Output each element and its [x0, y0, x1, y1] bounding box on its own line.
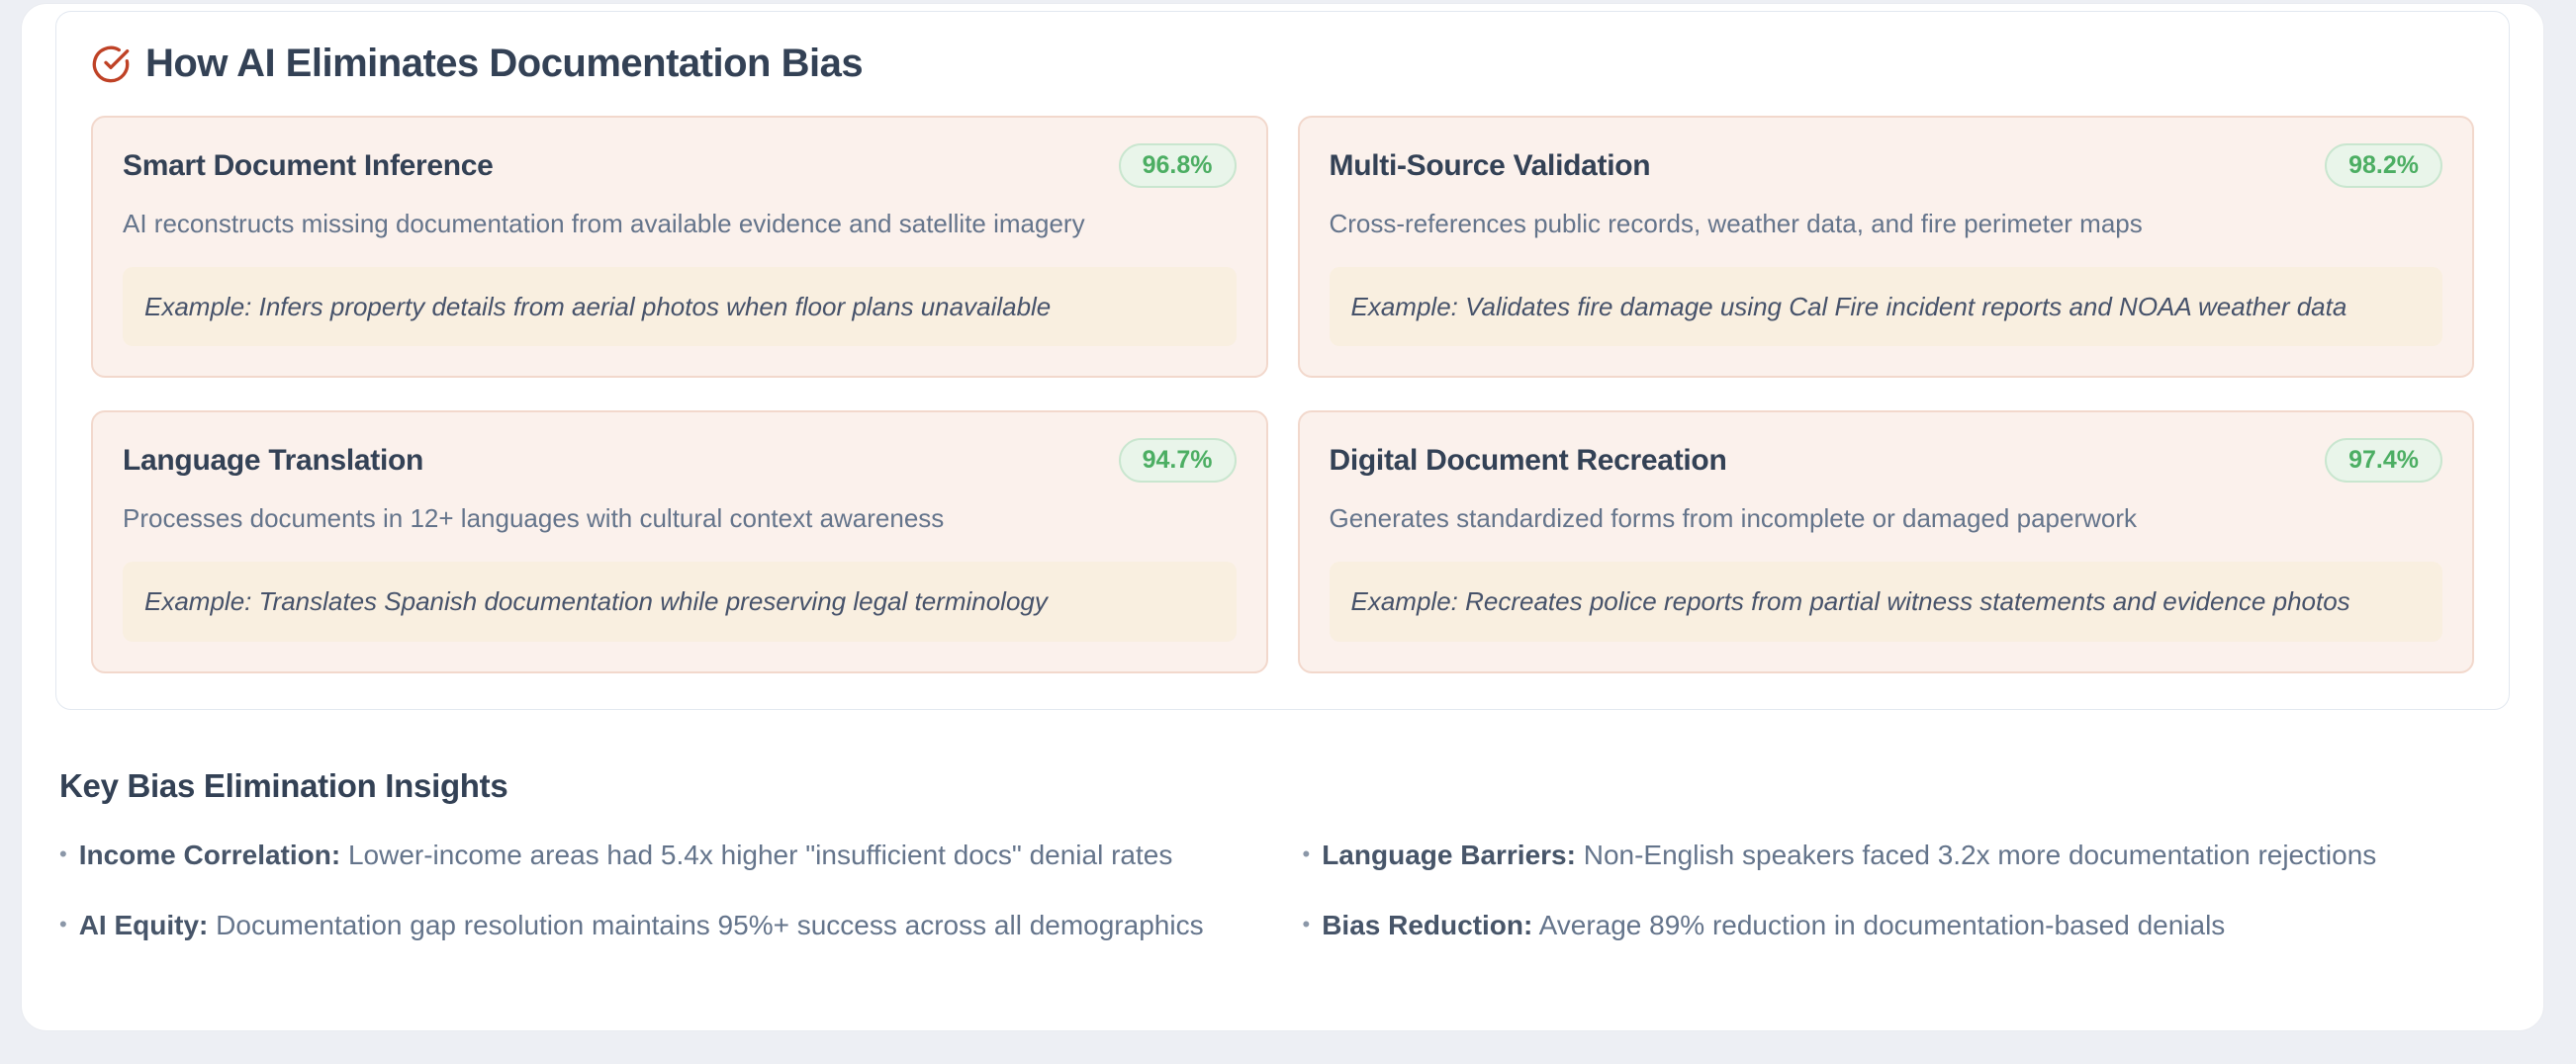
- capability-card-language-translation: Language Translation 94.7% Processes doc…: [91, 410, 1268, 673]
- section-title: How AI Eliminates Documentation Bias: [145, 42, 864, 85]
- card-example: Example: Translates Spanish documentatio…: [123, 562, 1237, 642]
- bullet-icon: •: [59, 841, 67, 866]
- card-example: Example: Infers property details from ae…: [123, 266, 1237, 347]
- capability-card-multi-source-validation: Multi-Source Validation 98.2% Cross-refe…: [1297, 116, 2474, 379]
- card-description: AI reconstructs missing documentation fr…: [123, 209, 1085, 238]
- documentation-bias-section: How AI Eliminates Documentation Bias Sma…: [55, 11, 2510, 710]
- card-example: Example: Recreates police reports from p…: [1329, 562, 2442, 642]
- capability-card-smart-document-inference: Smart Document Inference 96.8% AI recons…: [91, 116, 1268, 379]
- insight-ai-equity: • AI Equity: Documentation gap resolutio…: [59, 907, 1263, 944]
- insight-text: Average 89% reduction in documentation-b…: [1538, 910, 2226, 941]
- insight-bias-reduction: • Bias Reduction: Average 89% reduction …: [1303, 907, 2507, 944]
- content-panel: How AI Eliminates Documentation Bias Sma…: [21, 3, 2544, 1031]
- insight-label: Income Correlation:: [78, 839, 341, 870]
- insight-language-barriers: • Language Barriers: Non-English speaker…: [1303, 837, 2507, 874]
- card-header: Smart Document Inference 96.8%: [123, 143, 1237, 188]
- card-header: Multi-Source Validation 98.2%: [1329, 143, 2442, 188]
- insight-content: Language Barriers: Non-English speakers …: [1322, 837, 2376, 874]
- insights-title: Key Bias Elimination Insights: [59, 766, 508, 804]
- card-description: Processes documents in 12+ languages wit…: [123, 503, 945, 534]
- insight-text: Non-English speakers faced 3.2x more doc…: [1583, 839, 2377, 870]
- bullet-icon: •: [1302, 841, 1311, 866]
- bullet-icon: •: [1302, 912, 1311, 937]
- insight-text: Documentation gap resolution maintains 9…: [216, 910, 1204, 941]
- insight-label: AI Equity:: [78, 910, 209, 941]
- insight-label: Bias Reduction:: [1322, 910, 1533, 941]
- insights-grid: • Income Correlation: Lower-income areas…: [59, 837, 2506, 945]
- card-description: Generates standardized forms from incomp…: [1329, 503, 2138, 534]
- section-header: How AI Eliminates Documentation Bias: [91, 42, 2474, 86]
- success-rate-badge: 96.8%: [1118, 143, 1237, 188]
- capability-card-digital-document-recreation: Digital Document Recreation 97.4% Genera…: [1297, 410, 2474, 673]
- insight-income-correlation: • Income Correlation: Lower-income areas…: [59, 837, 1263, 874]
- insight-text: Lower-income areas had 5.4x higher "insu…: [347, 839, 1173, 870]
- circle-check-icon: [91, 44, 131, 84]
- insight-content: AI Equity: Documentation gap resolution …: [79, 907, 1204, 944]
- card-title: Language Translation: [123, 443, 424, 477]
- insight-content: Bias Reduction: Average 89% reduction in…: [1322, 907, 2225, 944]
- insight-label: Language Barriers:: [1322, 839, 1576, 870]
- success-rate-badge: 94.7%: [1118, 438, 1237, 484]
- card-header: Digital Document Recreation 97.4%: [1329, 438, 2442, 484]
- insight-content: Income Correlation: Lower-income areas h…: [79, 837, 1173, 874]
- success-rate-badge: 98.2%: [2325, 143, 2442, 188]
- success-rate-badge: 97.4%: [2325, 438, 2442, 484]
- card-description: Cross-references public records, weather…: [1329, 209, 2143, 238]
- card-title: Smart Document Inference: [123, 148, 494, 182]
- card-title: Multi-Source Validation: [1329, 148, 1651, 182]
- capability-cards-grid: Smart Document Inference 96.8% AI recons…: [91, 116, 2474, 673]
- insights-section: Key Bias Elimination Insights • Income C…: [55, 767, 2510, 945]
- card-header: Language Translation 94.7%: [123, 438, 1237, 484]
- bullet-icon: •: [59, 912, 67, 937]
- card-example: Example: Validates fire damage using Cal…: [1329, 266, 2442, 347]
- card-title: Digital Document Recreation: [1329, 443, 1727, 477]
